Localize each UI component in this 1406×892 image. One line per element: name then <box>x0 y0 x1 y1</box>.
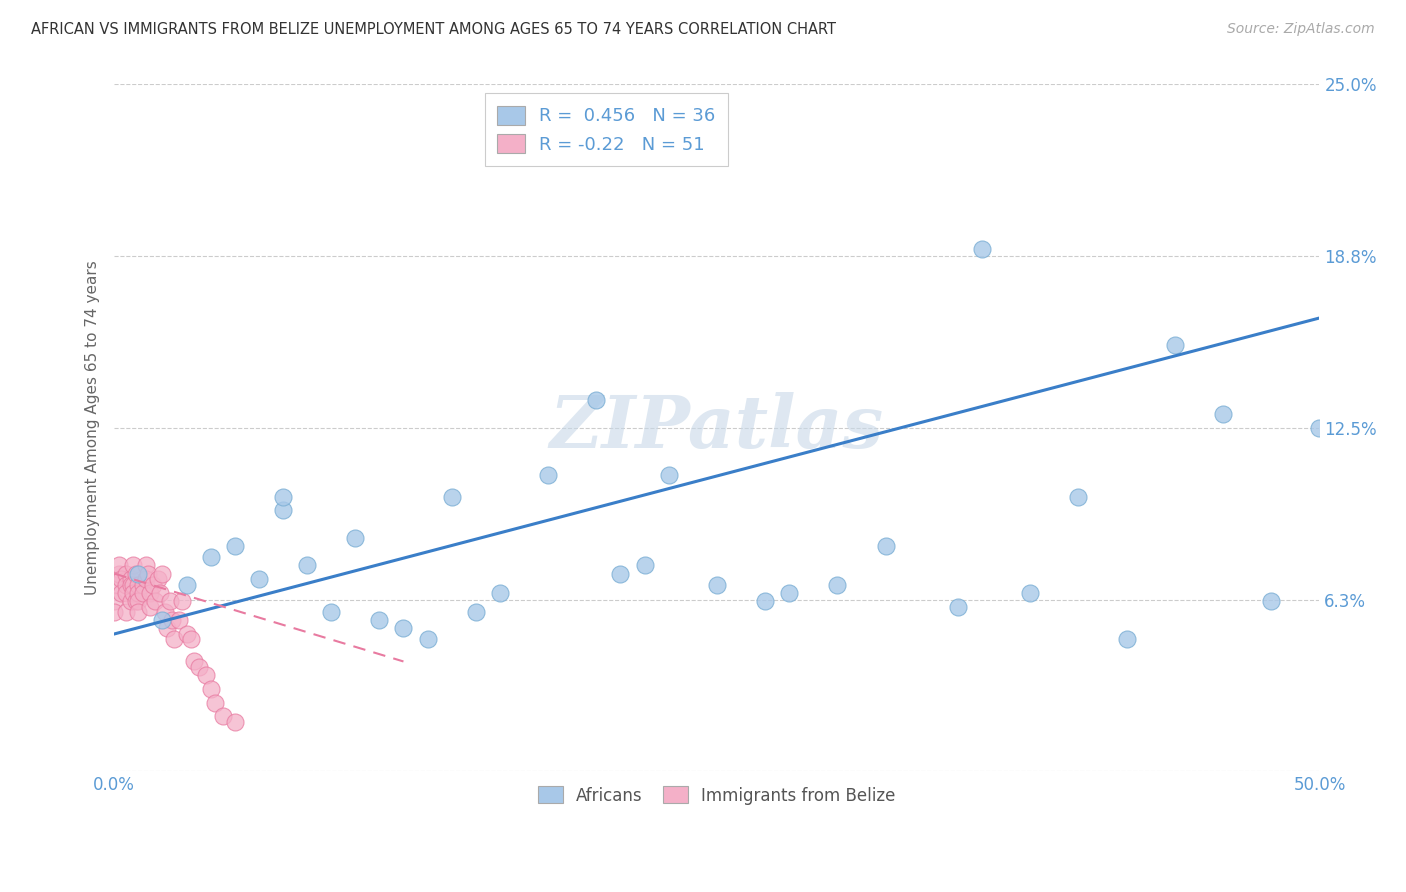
Point <box>110 572 132 586</box>
Point <box>368 613 391 627</box>
Point <box>132 577 155 591</box>
Point <box>115 586 138 600</box>
Point <box>103 577 125 591</box>
Point <box>115 605 138 619</box>
Point <box>169 613 191 627</box>
Point <box>149 586 172 600</box>
Point <box>108 566 131 581</box>
Point <box>125 594 148 608</box>
Text: Source: ZipAtlas.com: Source: ZipAtlas.com <box>1227 22 1375 37</box>
Point <box>132 586 155 600</box>
Point <box>160 613 183 627</box>
Text: ZIPatlas: ZIPatlas <box>550 392 884 464</box>
Point <box>187 660 209 674</box>
Point <box>1067 490 1090 504</box>
Point <box>778 586 800 600</box>
Point <box>176 577 198 591</box>
Point <box>295 558 318 573</box>
Point <box>946 599 969 614</box>
Point <box>489 586 512 600</box>
Point <box>204 696 226 710</box>
Point <box>247 572 270 586</box>
Point <box>127 566 149 581</box>
Point <box>127 594 149 608</box>
Point <box>970 242 993 256</box>
Point <box>110 586 132 600</box>
Point <box>392 622 415 636</box>
Point <box>103 605 125 619</box>
Point <box>115 566 138 581</box>
Point <box>585 393 607 408</box>
Point <box>827 577 849 591</box>
Point <box>633 558 655 573</box>
Point <box>609 566 631 581</box>
Point <box>1212 407 1234 421</box>
Point <box>103 594 125 608</box>
Point <box>440 490 463 504</box>
Point <box>875 539 897 553</box>
Point <box>120 577 142 591</box>
Point <box>152 566 174 581</box>
Point <box>127 586 149 600</box>
Point <box>125 566 148 581</box>
Point <box>142 577 165 591</box>
Point <box>170 594 193 608</box>
Point <box>136 566 159 581</box>
Point <box>200 681 222 696</box>
Legend: Africans, Immigrants from Belize: Africans, Immigrants from Belize <box>529 776 905 814</box>
Point <box>127 605 149 619</box>
Point <box>321 605 343 619</box>
Point <box>1308 421 1330 435</box>
Text: AFRICAN VS IMMIGRANTS FROM BELIZE UNEMPLOYMENT AMONG AGES 65 TO 74 YEARS CORRELA: AFRICAN VS IMMIGRANTS FROM BELIZE UNEMPL… <box>31 22 837 37</box>
Point <box>464 605 486 619</box>
Point <box>127 577 149 591</box>
Point <box>135 558 157 573</box>
Point <box>108 558 131 573</box>
Point <box>139 599 162 614</box>
Point <box>156 622 179 636</box>
Point <box>120 594 142 608</box>
Point <box>122 586 145 600</box>
Point <box>152 613 174 627</box>
Point <box>1115 632 1137 647</box>
Point <box>180 632 202 647</box>
Point <box>658 467 681 482</box>
Point <box>211 709 233 723</box>
Point <box>754 594 776 608</box>
Point <box>194 668 217 682</box>
Point <box>146 572 169 586</box>
Point <box>139 586 162 600</box>
Point <box>135 572 157 586</box>
Point <box>271 503 294 517</box>
Point <box>224 714 246 729</box>
Point <box>153 605 176 619</box>
Point <box>1164 338 1187 352</box>
Point <box>120 572 142 586</box>
Y-axis label: Unemployment Among Ages 65 to 74 years: Unemployment Among Ages 65 to 74 years <box>86 260 100 595</box>
Point <box>122 558 145 573</box>
Point <box>159 594 181 608</box>
Point <box>122 577 145 591</box>
Point <box>163 632 186 647</box>
Point <box>271 490 294 504</box>
Point <box>224 539 246 553</box>
Point <box>183 655 205 669</box>
Point <box>1019 586 1042 600</box>
Point <box>706 577 728 591</box>
Point <box>344 531 367 545</box>
Point <box>176 627 198 641</box>
Point <box>1260 594 1282 608</box>
Point <box>537 467 560 482</box>
Point <box>115 577 138 591</box>
Point <box>143 594 166 608</box>
Point <box>200 550 222 565</box>
Point <box>416 632 439 647</box>
